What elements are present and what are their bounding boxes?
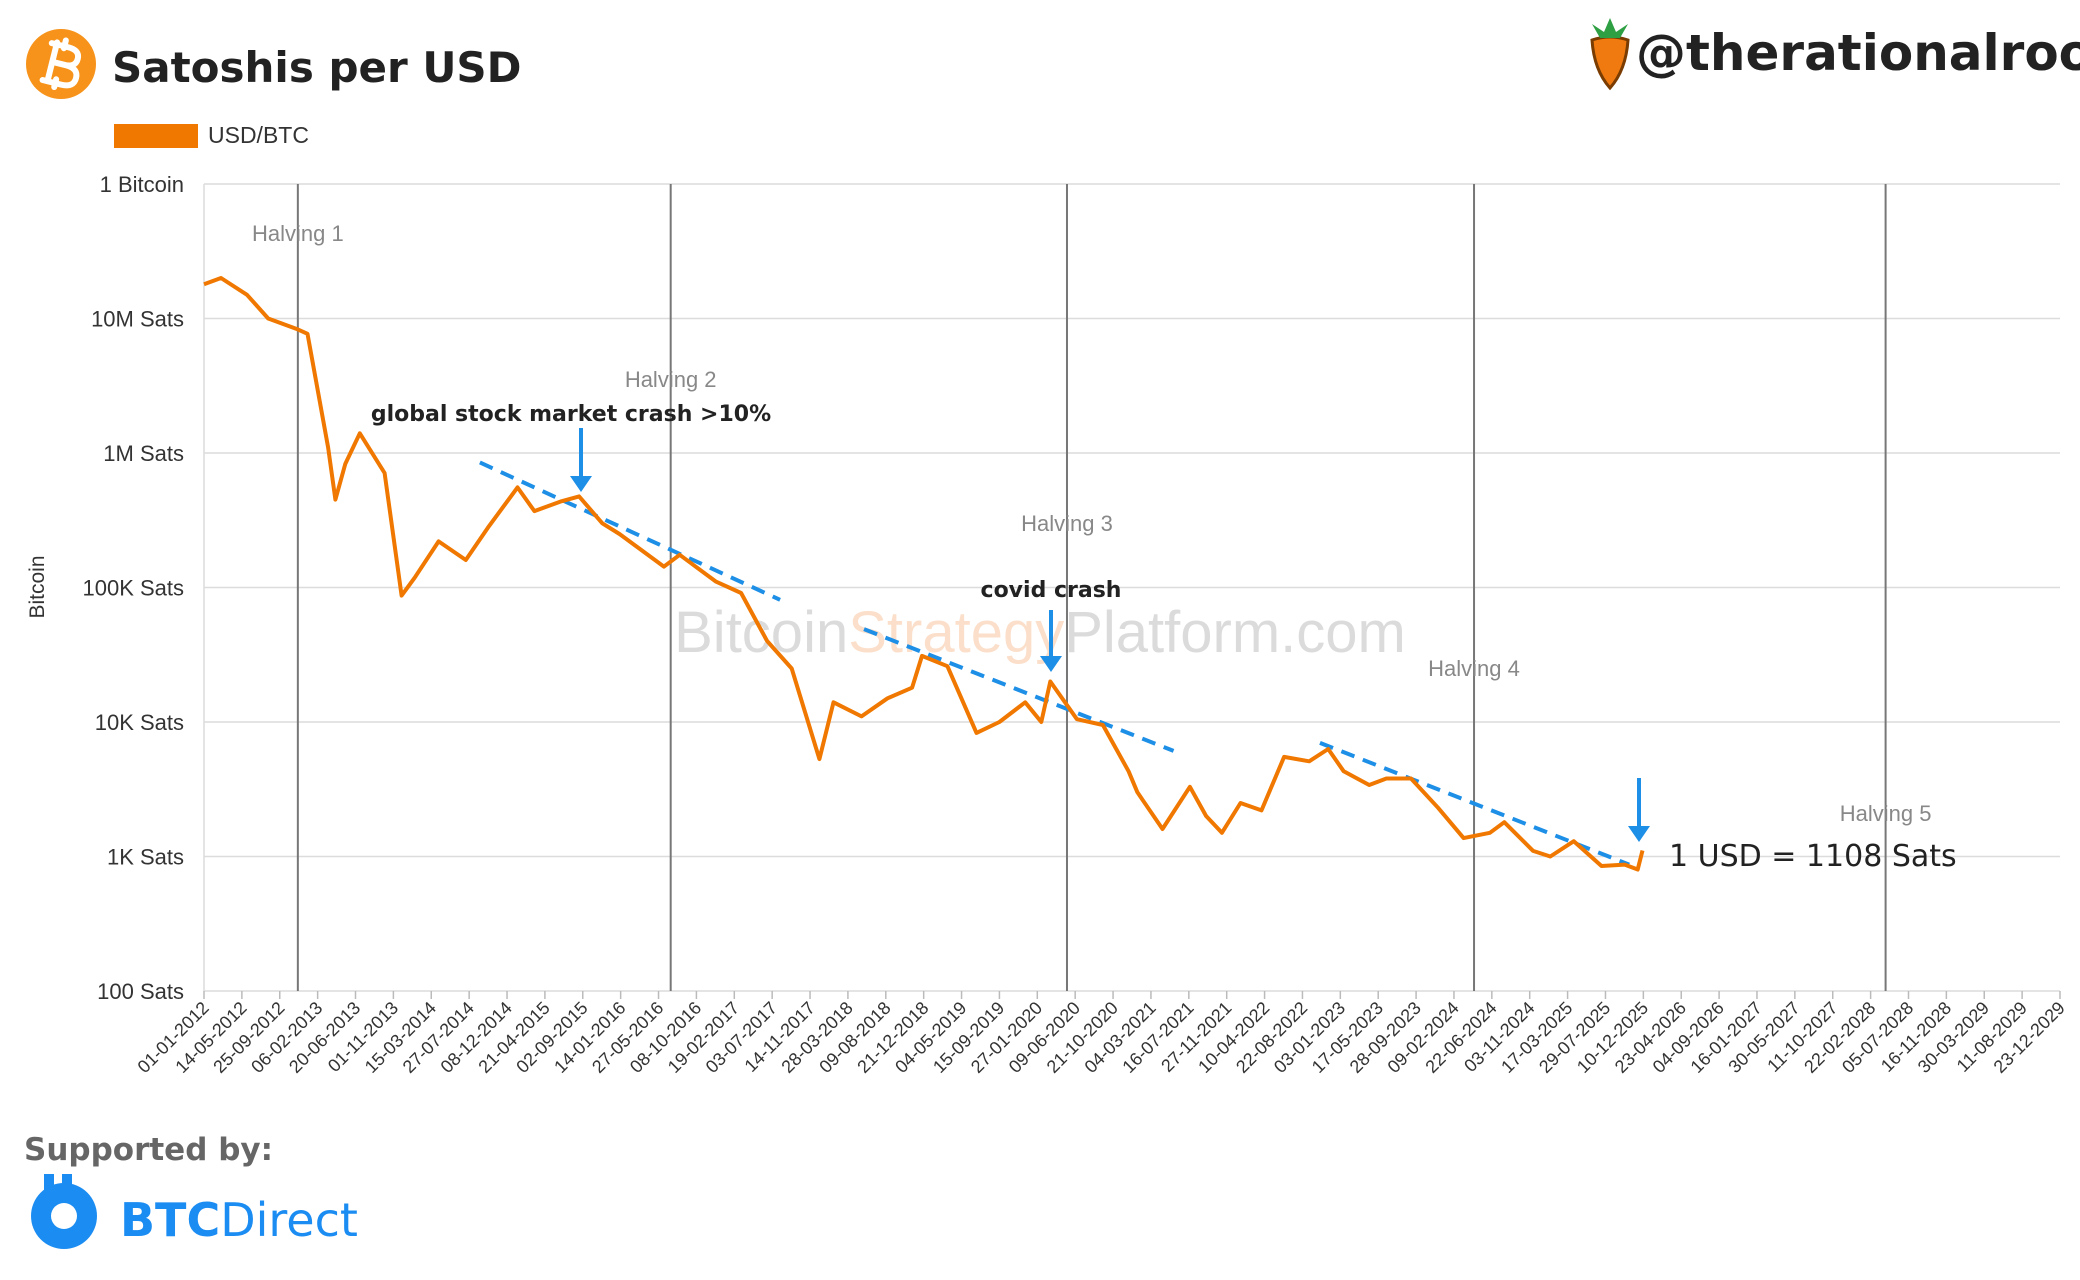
legend-label: USD/BTC	[208, 122, 309, 148]
halving-label: Halving 3	[1021, 511, 1113, 536]
annotation: 1 USD = 1108 Sats	[1669, 839, 1957, 874]
annotation: covid crash	[981, 578, 1122, 603]
annotation: global stock market crash >10%	[371, 402, 771, 427]
y-tick-label: 1K Sats	[107, 845, 184, 870]
y-tick-label: 10K Sats	[95, 710, 184, 735]
brand-rest: Direct	[220, 1193, 358, 1247]
y-tick-label: 100K Sats	[82, 576, 184, 601]
sponsor-heading: Supported by:	[24, 1132, 273, 1168]
halving-label: Halving 2	[625, 367, 717, 392]
watermark-part: Strategy	[848, 600, 1064, 665]
watermark: BitcoinStrategyPlatform.com	[674, 600, 1406, 665]
y-tick-label: 1 Bitcoin	[100, 172, 184, 197]
y-tick-label: 100 Sats	[97, 979, 184, 1004]
trend-line	[479, 460, 781, 602]
watermark-part: Platform.com	[1064, 600, 1406, 665]
trend-line	[863, 627, 1175, 753]
carrot-icon	[1590, 18, 1630, 91]
sponsor-brand: BTCDirect	[120, 1193, 358, 1247]
halving-label: Halving 5	[1840, 801, 1932, 826]
handle: @therationalroot	[1636, 24, 2080, 82]
btcdirect-logo	[31, 1174, 97, 1249]
halving-label: Halving 1	[252, 221, 344, 246]
bitcoin-logo	[26, 29, 96, 99]
arrow-head	[1040, 656, 1062, 672]
y-axis-label: Bitcoin	[26, 555, 49, 618]
halving-label: Halving 4	[1428, 656, 1520, 681]
legend-swatch	[114, 124, 198, 148]
y-tick-label: 1M Sats	[103, 441, 184, 466]
chart-title: Satoshis per USD	[112, 43, 522, 92]
brand-bold: BTC	[120, 1193, 220, 1247]
series-line	[203, 276, 1645, 872]
y-tick-label: 10M Sats	[91, 307, 184, 332]
arrow-head	[1628, 826, 1650, 842]
arrow-head	[570, 476, 592, 492]
